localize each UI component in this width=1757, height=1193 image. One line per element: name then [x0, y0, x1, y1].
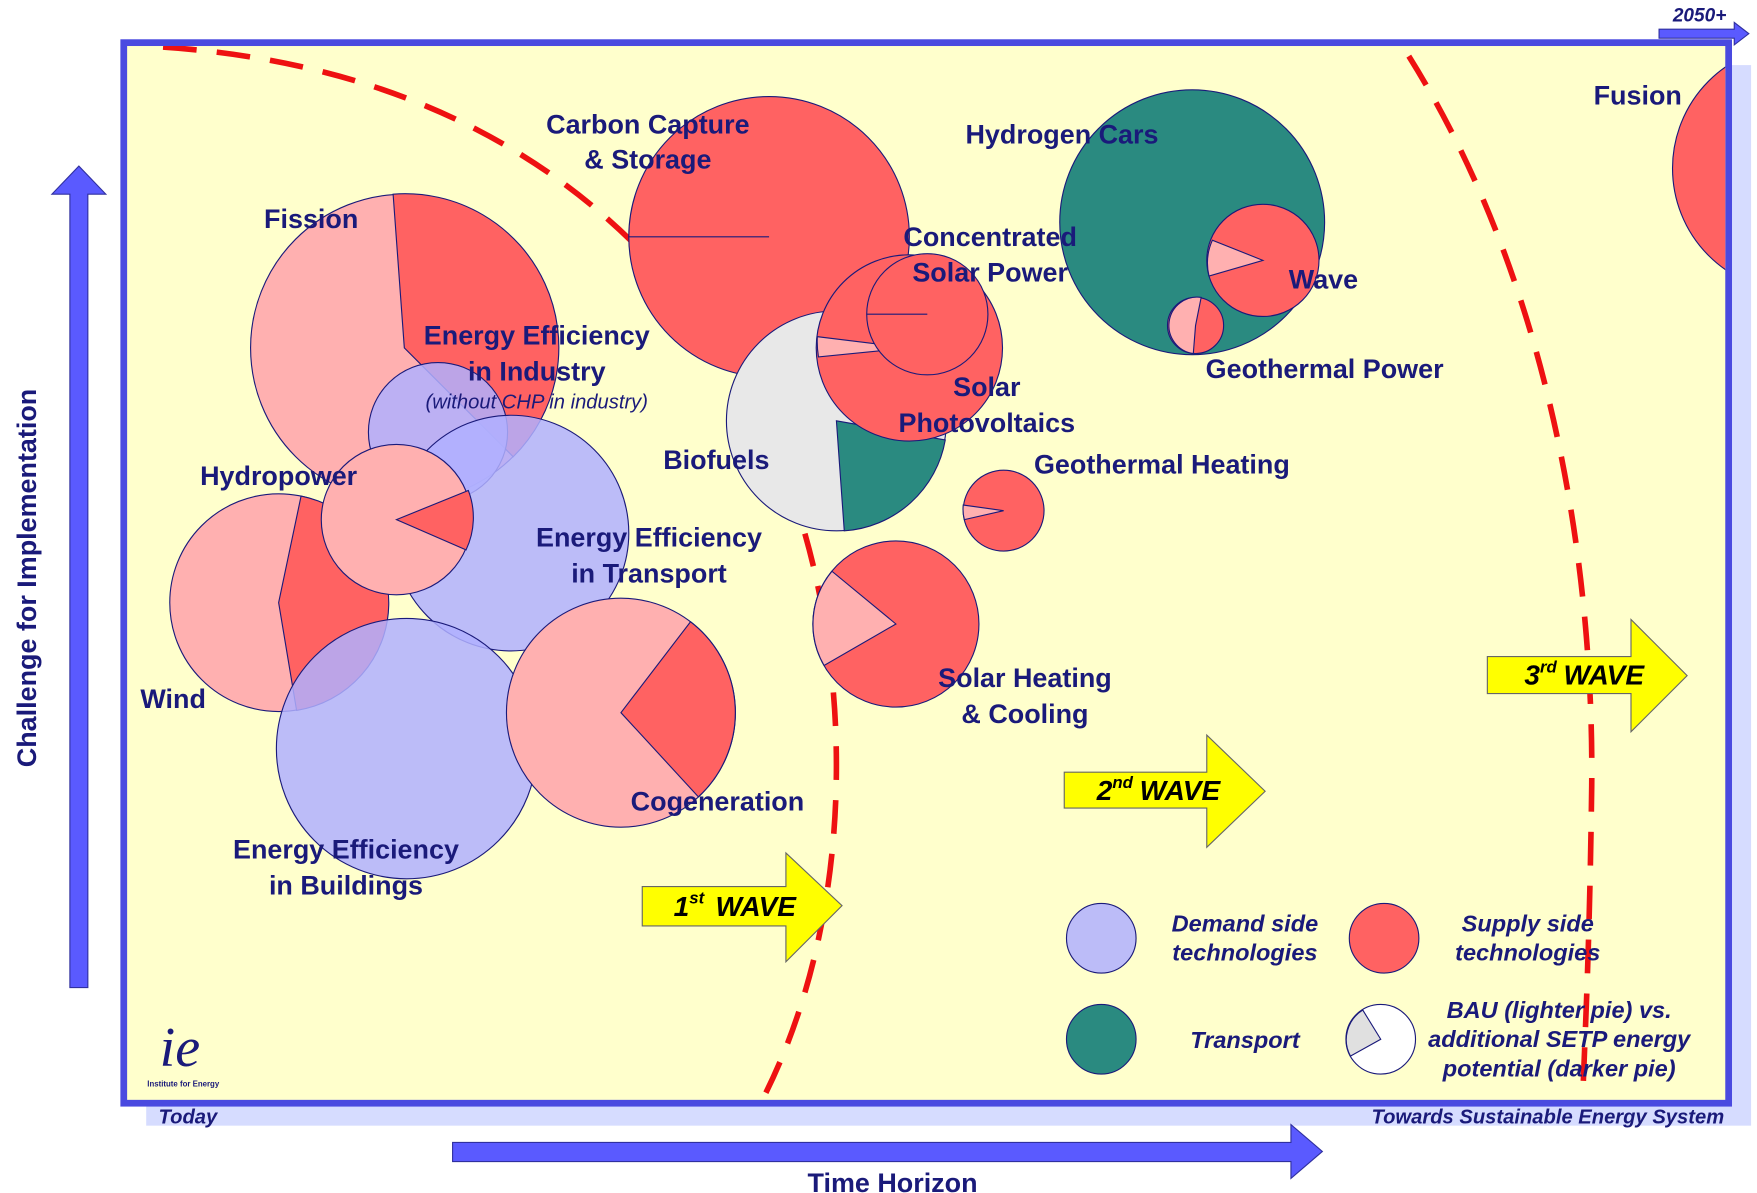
- legend-label: BAU (lighter pie) vs.: [1447, 997, 1672, 1023]
- label: & Cooling: [961, 699, 1088, 729]
- x-start: Today: [159, 1106, 219, 1128]
- wave-label: 3rd WAVE: [1524, 657, 1645, 690]
- plot: [162, 46, 1726, 1099]
- label: Hydrogen Cars: [965, 120, 1158, 150]
- wave-label: 2nd WAVE: [1096, 773, 1222, 806]
- hydro-wedge: [395, 489, 474, 551]
- label: Solar Heating: [938, 663, 1112, 693]
- biofuels-wedge: [835, 420, 946, 532]
- legend-swatch: [1065, 902, 1137, 974]
- corner-label: 2050+: [1672, 5, 1727, 26]
- legend-label: Demand side: [1172, 911, 1319, 937]
- label: in Transport: [571, 558, 727, 588]
- label: Fission: [264, 204, 358, 234]
- fusion-bubble: [1672, 66, 1726, 271]
- label: Fusion: [1594, 80, 1682, 110]
- legend-label: potential (darker pie): [1442, 1055, 1676, 1081]
- x-end: Towards Sustainable Energy System: [1371, 1106, 1724, 1128]
- label: Geothermal Heating: [1034, 450, 1290, 480]
- wave-wedge: [1206, 239, 1265, 277]
- label: Cogeneration: [631, 786, 805, 816]
- note: (without CHP in industry): [426, 392, 649, 414]
- label: Energy Efficiency: [424, 321, 650, 351]
- legend-label: Supply side: [1462, 911, 1594, 937]
- label: Carbon Capture: [546, 110, 749, 140]
- legend-wedge: [1345, 1009, 1382, 1057]
- label: in Buildings: [269, 870, 423, 900]
- label: in Industry: [468, 356, 606, 386]
- y-axis-arrow: [50, 165, 108, 989]
- cogeneration-wedge: [620, 620, 736, 798]
- label: & Storage: [584, 144, 711, 174]
- logo-text: Institute for Energy: [147, 1079, 220, 1088]
- solarheat-wedge: [812, 570, 897, 667]
- wave-arrow: [1063, 733, 1266, 849]
- geoheat-wedge: [962, 504, 1004, 521]
- label: Solar Power: [912, 258, 1068, 288]
- x-axis-arrow: [452, 1123, 1324, 1180]
- label: Biofuels: [663, 445, 769, 475]
- legend-label: additional SETP energy: [1428, 1026, 1692, 1052]
- label: Concentrated: [903, 222, 1077, 252]
- legend-label: technologies: [1172, 940, 1317, 966]
- x-axis-label: Time Horizon: [808, 1168, 978, 1193]
- y-axis-label: Challenge for Implementation: [12, 389, 42, 767]
- wave-label: 1st WAVE: [674, 888, 798, 921]
- legend-swatch: [1348, 902, 1420, 974]
- label: Photovoltaics: [899, 408, 1076, 438]
- fission-wedge: [392, 193, 560, 458]
- geopower-wedge: [1168, 296, 1202, 355]
- label: Geothermal Power: [1206, 354, 1444, 384]
- legend-label: technologies: [1455, 940, 1600, 966]
- label: Energy Efficiency: [536, 523, 762, 553]
- label: Energy Efficiency: [233, 835, 459, 865]
- corner-arrow: [1658, 21, 1750, 47]
- label: Wind: [140, 684, 206, 714]
- label: Solar: [953, 372, 1021, 402]
- legend-swatch: [1065, 1003, 1137, 1075]
- legend-label: Transport: [1190, 1027, 1301, 1053]
- wave-arrow: [641, 851, 843, 964]
- label: Hydropower: [200, 461, 358, 491]
- logo-mark: ie: [160, 1017, 201, 1079]
- pv-wedge: [816, 336, 910, 358]
- label: Wave: [1289, 264, 1358, 294]
- wave-arrow: [1486, 618, 1688, 734]
